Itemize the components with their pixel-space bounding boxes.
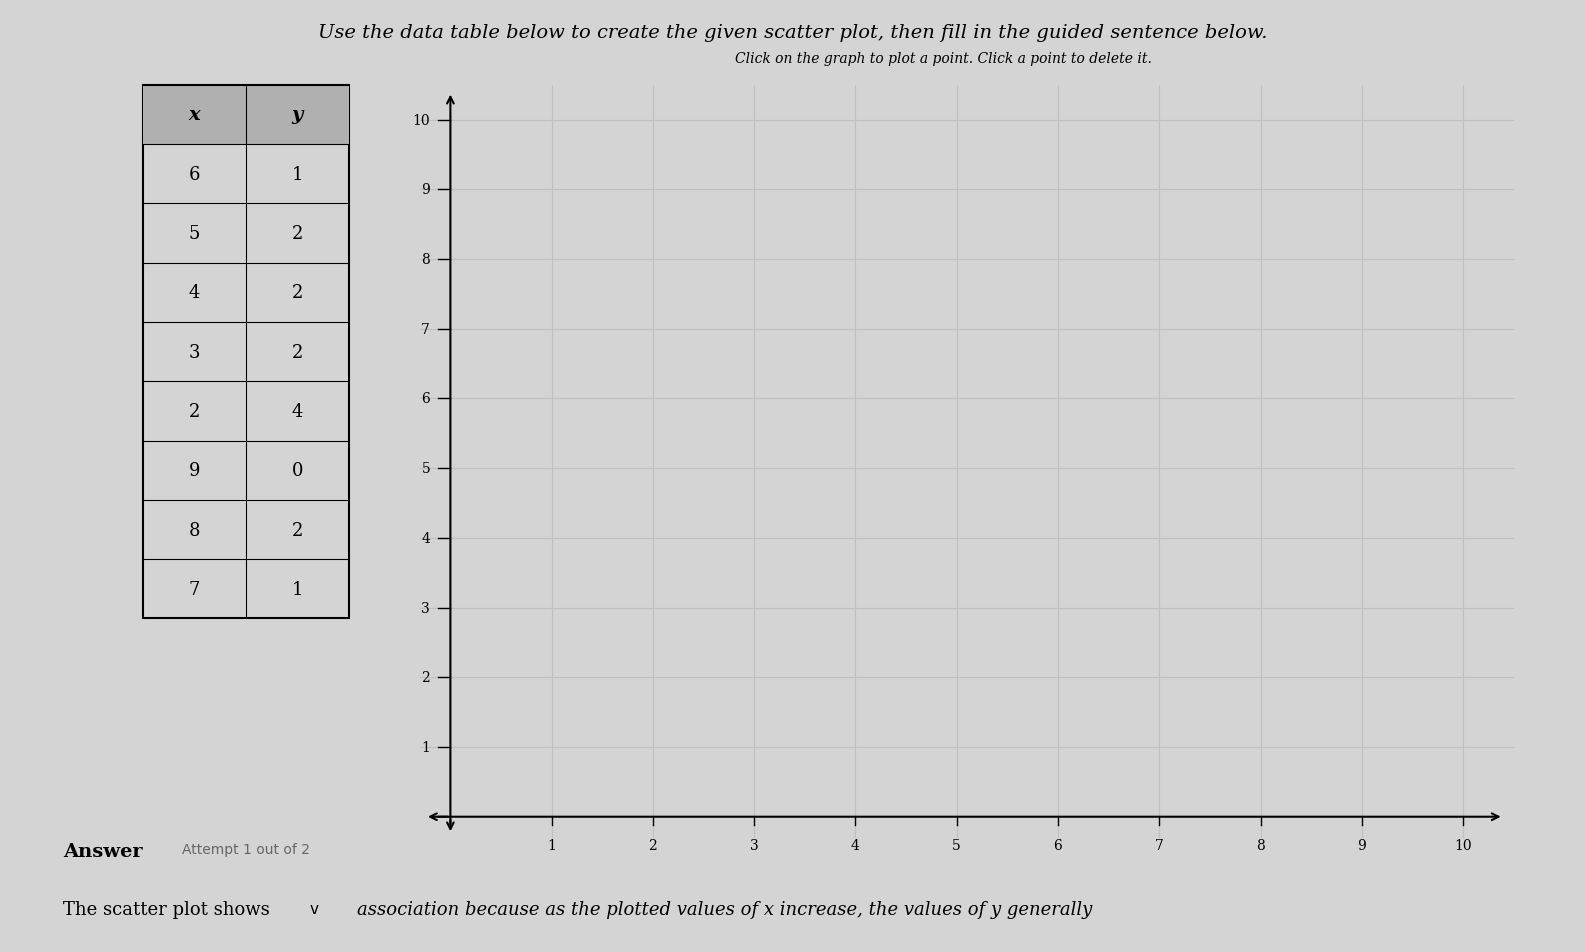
Text: Click on the graph to plot a point. Click a point to delete it.: Click on the graph to plot a point. Clic… [734,52,1152,67]
Text: 0: 0 [292,462,303,480]
Bar [143,86,349,145]
Text: 4: 4 [189,284,200,302]
Text: 2: 2 [422,670,430,684]
Text: 7: 7 [422,323,430,336]
Text: 2: 2 [292,284,303,302]
Text: 9: 9 [1357,838,1366,852]
Text: The scatter plot shows: The scatter plot shows [63,900,269,918]
Text: 8: 8 [422,253,430,267]
Text: 1: 1 [547,838,556,852]
Text: 6: 6 [189,166,200,184]
Text: Use the data table below to create the given scatter plot, then fill in the guid: Use the data table below to create the g… [317,24,1268,42]
Text: y: y [292,107,303,125]
Text: 10: 10 [412,113,430,128]
Text: 2: 2 [189,403,200,421]
Text: 1: 1 [422,741,430,754]
Text: 3: 3 [422,601,430,615]
Text: 6: 6 [422,392,430,407]
Text: 1: 1 [292,580,303,598]
Text: Attempt 1 out of 2: Attempt 1 out of 2 [182,843,311,857]
Text: 9: 9 [422,183,430,197]
Text: 2: 2 [648,838,658,852]
Text: Answer: Answer [63,843,143,861]
Text: 8: 8 [1257,838,1265,852]
Text: 4: 4 [292,403,303,421]
Text: 5: 5 [189,225,200,243]
Text: 7: 7 [189,580,200,598]
Text: 4: 4 [422,531,430,545]
Text: x: x [189,107,200,125]
Text: 7: 7 [1155,838,1163,852]
Text: 2: 2 [292,225,303,243]
Text: 4: 4 [851,838,861,852]
Text: association because as the plotted values of x increase, the values of y general: association because as the plotted value… [357,900,1092,918]
Text: v: v [309,902,319,917]
Text: 9: 9 [189,462,200,480]
Text: 3: 3 [189,344,200,361]
Text: 8: 8 [189,521,200,539]
Text: 10: 10 [1453,838,1472,852]
Text: 1: 1 [292,166,303,184]
Text: 6: 6 [1054,838,1062,852]
Text: 5: 5 [953,838,961,852]
Text: 3: 3 [750,838,759,852]
Text: 5: 5 [422,462,430,476]
Text: 2: 2 [292,521,303,539]
Text: 2: 2 [292,344,303,361]
